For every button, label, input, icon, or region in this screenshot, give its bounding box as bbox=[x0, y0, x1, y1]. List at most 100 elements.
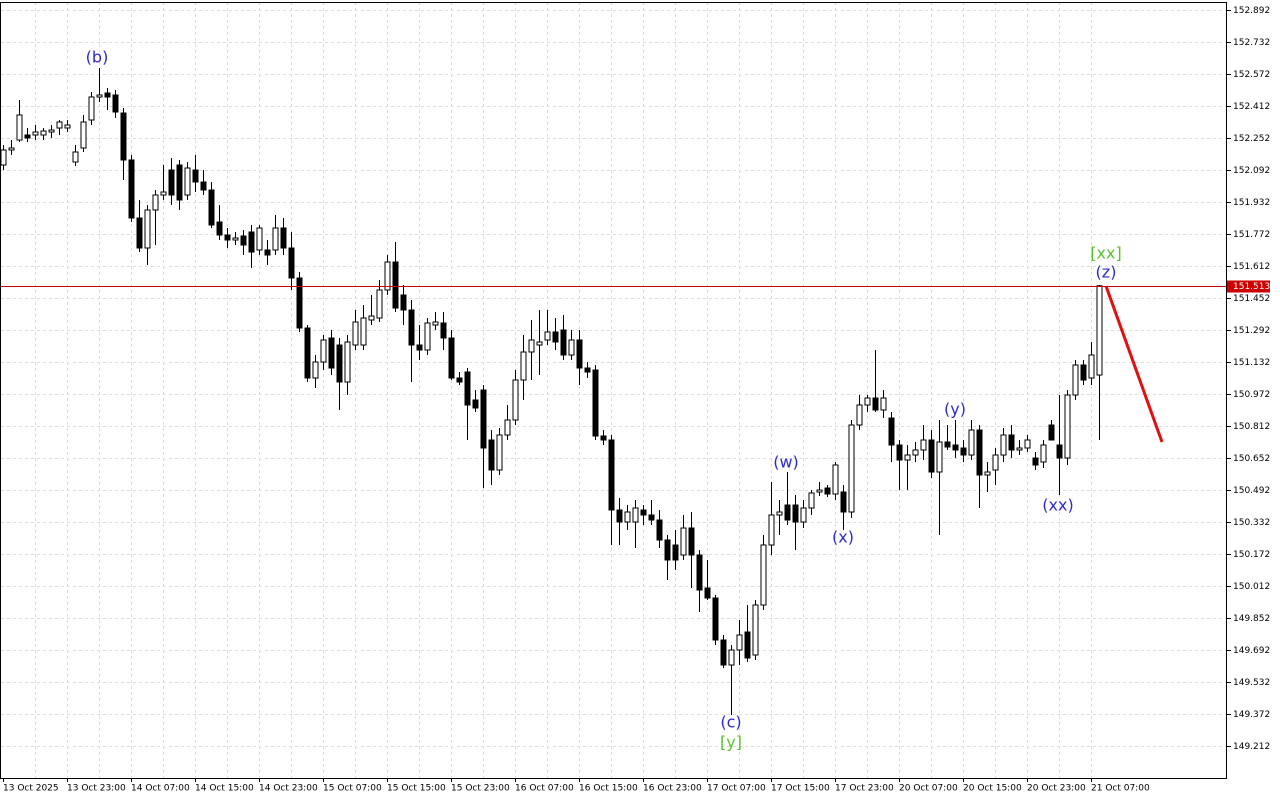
candle-body bbox=[744, 631, 751, 659]
candles bbox=[0, 68, 1227, 715]
candle-body bbox=[160, 191, 167, 196]
candle-body bbox=[608, 439, 615, 511]
candle-body bbox=[344, 341, 351, 383]
wave-label: (c) bbox=[720, 713, 741, 732]
candle-body bbox=[840, 491, 847, 513]
x-tick-label: 14 Oct 23:00 bbox=[259, 784, 318, 794]
candle-body bbox=[1080, 364, 1087, 381]
candle-body bbox=[208, 189, 215, 226]
candle-body bbox=[272, 227, 279, 251]
candle-body bbox=[32, 131, 39, 136]
candle-body bbox=[472, 399, 479, 409]
x-tick-label: 14 Oct 15:00 bbox=[195, 784, 254, 794]
candle-body bbox=[200, 181, 207, 191]
x-tick-label: 21 Oct 07:00 bbox=[1091, 784, 1150, 794]
candle-body bbox=[560, 329, 567, 356]
candle-body bbox=[384, 261, 391, 291]
candle-body bbox=[416, 344, 423, 351]
wave-label: (w) bbox=[773, 453, 799, 472]
x-tick-label: 16 Oct 15:00 bbox=[579, 784, 638, 794]
y-tick-label: 151.932 bbox=[1233, 198, 1270, 208]
candle-body bbox=[112, 94, 119, 113]
candle-body bbox=[624, 511, 631, 523]
candle-body bbox=[120, 112, 127, 161]
y-tick-label: 150.972 bbox=[1233, 390, 1270, 400]
x-tick-label: 17 Oct 23:00 bbox=[835, 784, 894, 794]
candle-body bbox=[1048, 424, 1055, 441]
x-tick-label: 16 Oct 07:00 bbox=[515, 784, 574, 794]
candle-body bbox=[288, 247, 295, 279]
candle-body bbox=[72, 151, 79, 163]
candle-body bbox=[0, 149, 7, 166]
x-tick-label: 13 Oct 2025 bbox=[3, 784, 59, 794]
y-tick-label: 150.012 bbox=[1233, 582, 1270, 592]
candle-body bbox=[504, 419, 511, 436]
y-tick-label: 151.772 bbox=[1233, 230, 1270, 240]
y-tick-label: 150.332 bbox=[1233, 518, 1270, 528]
candle-body bbox=[400, 294, 407, 311]
candle-body bbox=[616, 509, 623, 523]
candle-body bbox=[1096, 285, 1103, 376]
candle-body bbox=[464, 371, 471, 406]
candle-body bbox=[408, 309, 415, 346]
candle-body bbox=[488, 439, 495, 471]
candle-body bbox=[728, 649, 735, 666]
x-tick-label: 17 Oct 07:00 bbox=[707, 784, 766, 794]
candle-body bbox=[136, 217, 143, 249]
candle-body bbox=[696, 554, 703, 591]
candle-body bbox=[976, 429, 983, 476]
candle-body bbox=[936, 441, 943, 473]
candle-body bbox=[16, 114, 23, 141]
candle-body bbox=[152, 194, 159, 211]
candle-body bbox=[528, 339, 535, 353]
candle-body bbox=[784, 504, 791, 521]
candle-body bbox=[984, 471, 991, 476]
y-tick-label: 151.132 bbox=[1233, 358, 1270, 368]
wave-label: (xx) bbox=[1042, 496, 1073, 515]
y-tick-label: 150.172 bbox=[1233, 550, 1270, 560]
wave-label: (x) bbox=[832, 528, 854, 547]
candle-body bbox=[352, 321, 359, 346]
candle-body bbox=[632, 507, 639, 523]
candle-body bbox=[992, 454, 999, 471]
candle-body bbox=[888, 417, 895, 446]
candle-body bbox=[376, 289, 383, 319]
candle-body bbox=[1024, 439, 1031, 449]
candle-body bbox=[544, 331, 551, 341]
candle-body bbox=[1016, 447, 1023, 451]
candle-body bbox=[752, 604, 759, 656]
candle-body bbox=[688, 527, 695, 556]
candle-body bbox=[944, 441, 951, 448]
candle-body bbox=[184, 167, 191, 196]
y-tick-label: 150.652 bbox=[1233, 454, 1270, 464]
candle-body bbox=[8, 147, 15, 151]
candle-body bbox=[1008, 434, 1015, 451]
candle-body bbox=[496, 434, 503, 471]
candle-body bbox=[776, 511, 783, 516]
candle-body bbox=[680, 527, 687, 556]
candle-body bbox=[928, 439, 935, 473]
y-tick-label: 151.452 bbox=[1233, 294, 1270, 304]
candle-body bbox=[720, 639, 727, 666]
candle-body bbox=[456, 377, 463, 383]
y-tick-label: 149.212 bbox=[1233, 742, 1270, 752]
candle-body bbox=[40, 130, 47, 136]
candle-body bbox=[280, 227, 287, 249]
candle-body bbox=[600, 435, 607, 441]
wave-label: [y] bbox=[720, 733, 742, 752]
candle-body bbox=[424, 322, 431, 351]
candle-body bbox=[232, 237, 239, 241]
y-tick-label: 152.412 bbox=[1233, 102, 1270, 112]
candle-body bbox=[328, 337, 335, 369]
candle-body bbox=[832, 464, 839, 495]
candle-body bbox=[216, 221, 223, 236]
candle-body bbox=[1032, 457, 1039, 466]
candle-body bbox=[824, 487, 831, 495]
candle-body bbox=[848, 424, 855, 513]
candle-body bbox=[736, 634, 743, 651]
candle-body bbox=[248, 231, 255, 253]
candle-body bbox=[864, 397, 871, 406]
candle-body bbox=[912, 449, 919, 456]
y-tick-label: 152.252 bbox=[1233, 134, 1270, 144]
